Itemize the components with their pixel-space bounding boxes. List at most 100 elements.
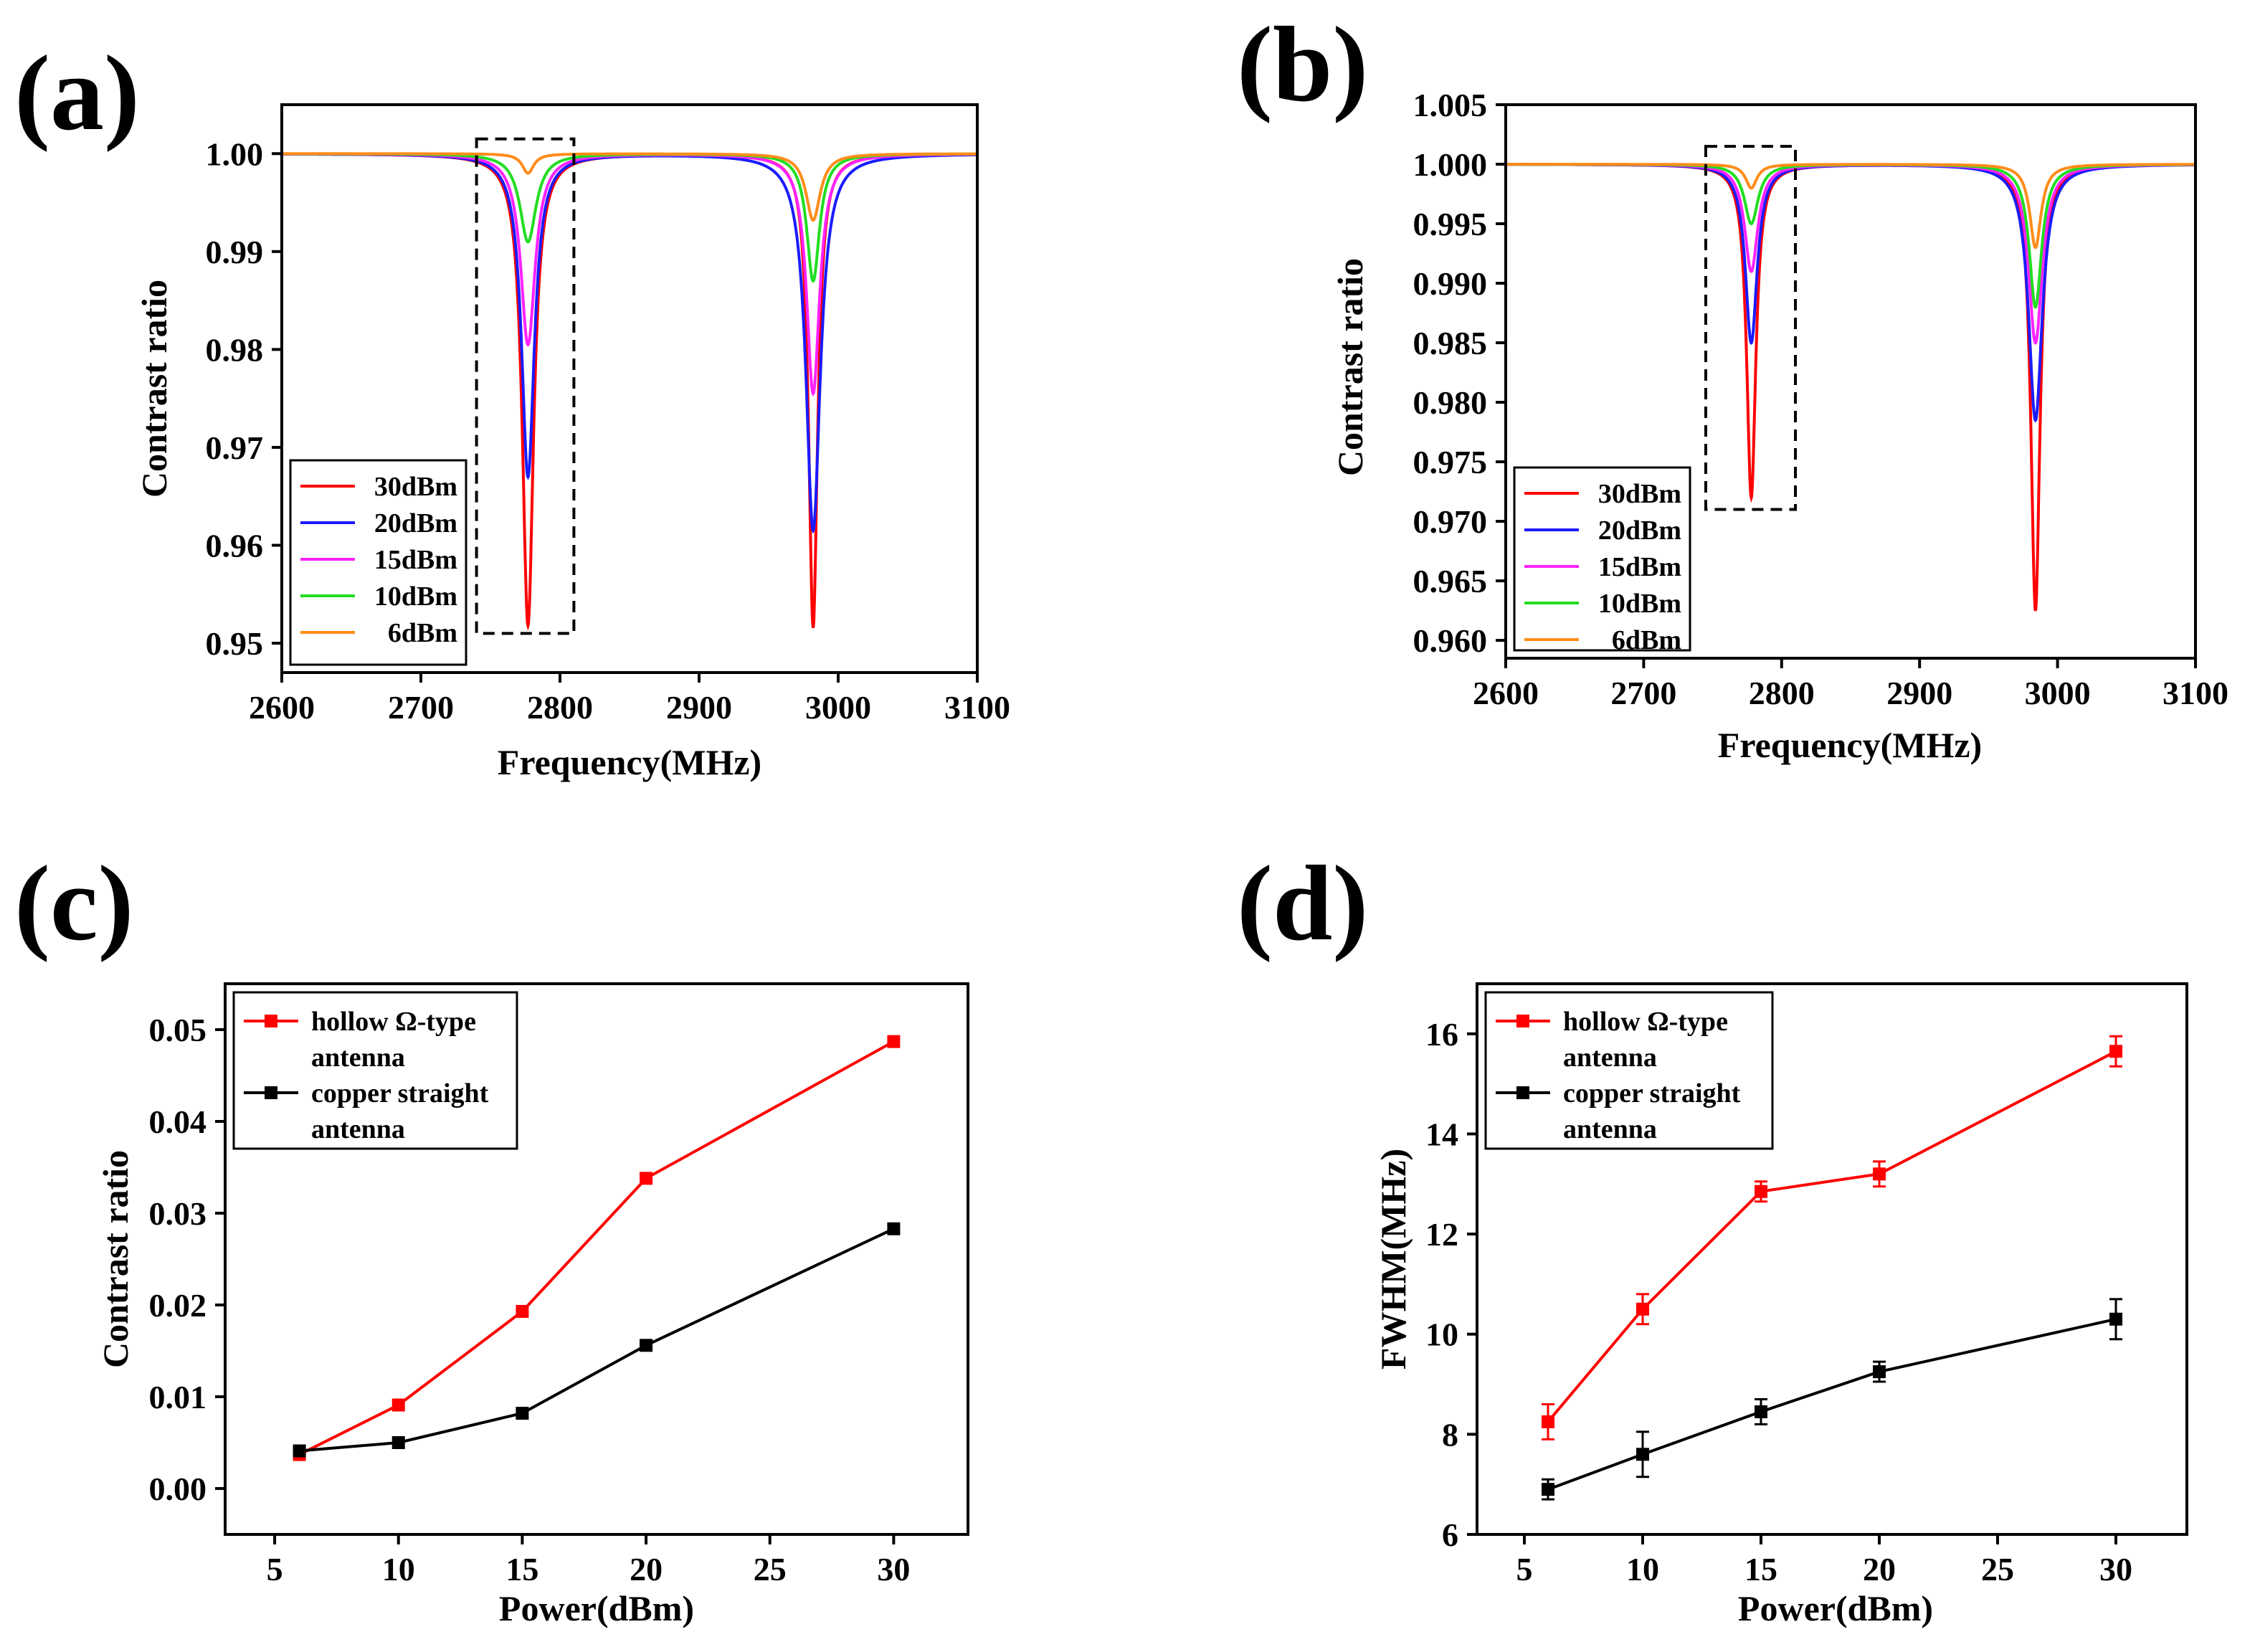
- y-tick-label: 0.02: [149, 1287, 207, 1324]
- series-line-copper straight antenna: [1547, 1317, 2117, 1491]
- y-tick-label: 1.005: [1413, 87, 1488, 123]
- y-tick-label: 0.970: [1413, 503, 1488, 540]
- panel-b-label: (b): [1237, 5, 1368, 124]
- y-tick-label: 0.01: [149, 1379, 207, 1415]
- y-tick-label: 12: [1425, 1216, 1458, 1253]
- x-tick-label: 2800: [527, 689, 593, 726]
- legend-marker: [1516, 1086, 1529, 1099]
- x-tick-label: 30: [877, 1551, 910, 1587]
- data-point: [391, 1436, 405, 1449]
- legend-label: copper straight: [1563, 1078, 1741, 1109]
- legend-box: [289, 459, 467, 666]
- x-tick-label: 25: [754, 1551, 787, 1587]
- x-tick-label: 10: [382, 1551, 415, 1587]
- series-line-15dBm: [1506, 163, 2195, 346]
- data-point: [293, 1444, 306, 1458]
- panel-d-x-axis-title: Power(dBm): [1738, 1588, 1933, 1628]
- panel-b-plot-frame: [1504, 103, 2197, 660]
- y-tick-label: 0.97: [206, 429, 264, 466]
- panel-d-y-axis-title: FWHM(MHz): [1373, 1149, 1413, 1369]
- legend-label: hollow Ω-type: [1563, 1007, 1728, 1037]
- legend-marker: [1516, 1015, 1529, 1027]
- x-tick-label: 2900: [666, 689, 732, 726]
- data-point: [1636, 1302, 1649, 1316]
- y-tick-label: 0.99: [206, 234, 264, 270]
- legend-label: hollow Ω-type: [311, 1007, 476, 1037]
- y-tick-label: 0.95: [206, 625, 264, 662]
- panel-a-plot-frame: [280, 103, 979, 674]
- y-tick-label: 0.96: [206, 527, 264, 564]
- panel-c-x-axis-title: Power(dBm): [499, 1588, 694, 1628]
- panel-a-x-axis-title: Frequency(MHz): [498, 742, 761, 782]
- x-tick-label: 2800: [1749, 675, 1815, 711]
- data-point: [516, 1407, 529, 1420]
- panel-c-y-axis-title: Contrast ratio: [95, 1150, 136, 1368]
- legend-label: 10dBm: [1598, 589, 1681, 619]
- data-point: [1873, 1167, 1886, 1181]
- legend-label: 15dBm: [374, 545, 457, 575]
- x-tick-label: 2600: [1473, 675, 1539, 711]
- x-tick-label: 20: [630, 1551, 663, 1587]
- x-tick-label: 5: [1516, 1551, 1533, 1587]
- x-tick-label: 3000: [805, 689, 871, 726]
- x-tick-label: 2600: [249, 689, 315, 726]
- y-tick-label: 0.995: [1413, 206, 1488, 242]
- x-tick-label: 5: [267, 1551, 283, 1587]
- x-tick-label: 20: [1863, 1551, 1896, 1587]
- y-tick-label: 16: [1425, 1016, 1458, 1053]
- legend-marker: [265, 1015, 277, 1027]
- panel-a-label: (a): [14, 34, 140, 153]
- data-point: [1873, 1365, 1886, 1379]
- panel-c-label: (c): [14, 844, 133, 963]
- series-line-10dBm: [1506, 163, 2195, 309]
- y-tick-label: 14: [1425, 1116, 1458, 1152]
- legend-label: 10dBm: [374, 581, 457, 612]
- x-tick-label: 3000: [2025, 675, 2091, 711]
- data-point: [640, 1172, 653, 1185]
- y-tick-label: 0.965: [1413, 563, 1488, 599]
- panel-d-plot-frame: [1476, 982, 2188, 1536]
- x-tick-label: 3100: [2163, 675, 2228, 711]
- x-tick-label: 2700: [1610, 675, 1676, 711]
- legend-label: 30dBm: [374, 472, 457, 502]
- panel-b-y-axis-title: Contrast ratio: [1330, 258, 1370, 476]
- y-tick-label: 8: [1442, 1416, 1458, 1453]
- highlight-box: [1704, 145, 1798, 511]
- legend-marker: [265, 1086, 277, 1099]
- legend-label: antenna: [311, 1114, 405, 1144]
- y-tick-label: 0.00: [149, 1471, 207, 1507]
- legend-box: [1513, 466, 1691, 652]
- x-tick-label: 15: [505, 1551, 538, 1587]
- legend-box: [1484, 991, 1774, 1150]
- legend-label: 30dBm: [1598, 479, 1681, 509]
- panel-b: (b) 2600 2700 2800 2900 3000 3100 0.960 0.965 0.…: [1237, 5, 2228, 765]
- panel-d: (d) 5 10 15 20 25 30 6 8 10 12 14 16 hollow Ω-type a…: [1237, 844, 2188, 1628]
- y-tick-label: 6: [1442, 1516, 1458, 1553]
- data-point: [640, 1339, 653, 1352]
- y-tick-label: 10: [1425, 1316, 1458, 1353]
- legend-label: 20dBm: [374, 508, 457, 538]
- x-tick-label: 10: [1626, 1551, 1659, 1587]
- y-tick-label: 0.985: [1413, 325, 1488, 361]
- data-point: [2109, 1045, 2122, 1058]
- y-tick-label: 0.03: [149, 1195, 207, 1232]
- legend-label: 6dBm: [388, 618, 457, 648]
- legend-label: antenna: [1563, 1043, 1657, 1073]
- y-tick-label: 0.960: [1413, 622, 1488, 659]
- data-point: [516, 1304, 529, 1318]
- data-point: [887, 1222, 901, 1235]
- legend-label: copper straight: [311, 1078, 489, 1109]
- panel-b-x-axis-title: Frequency(MHz): [1718, 725, 1982, 765]
- data-point: [391, 1398, 405, 1412]
- panel-a-y-axis-title: Contrast ratio: [134, 280, 174, 498]
- legend-label: 6dBm: [1612, 625, 1681, 655]
- y-tick-label: 0.975: [1413, 444, 1488, 480]
- legend-box: [232, 991, 518, 1150]
- legend-label: antenna: [1563, 1114, 1657, 1144]
- data-point: [2109, 1312, 2122, 1326]
- highlight-box: [475, 137, 576, 635]
- series-line-20dBm: [1506, 163, 2195, 423]
- series-line-10dBm: [282, 152, 977, 283]
- x-tick-label: 3100: [944, 689, 1010, 726]
